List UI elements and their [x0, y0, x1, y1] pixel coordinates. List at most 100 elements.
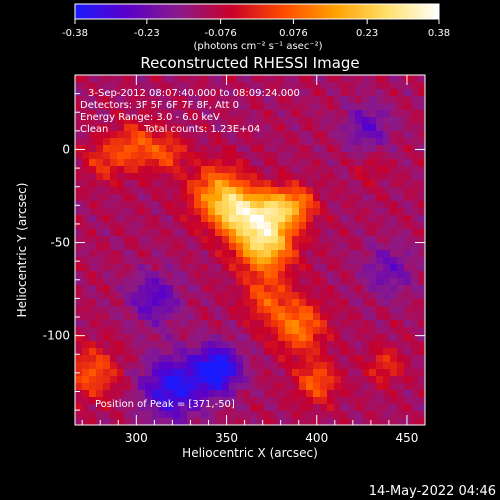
heatmap-cell [348, 355, 356, 363]
heatmap-cell [285, 418, 293, 426]
heatmap-cell [131, 75, 139, 83]
heatmap-cell [215, 173, 223, 181]
heatmap-cell [96, 82, 104, 90]
heatmap-cell [75, 201, 83, 209]
heatmap-cell [299, 103, 307, 111]
heatmap-cell [82, 243, 90, 251]
heatmap-cell [194, 236, 202, 244]
heatmap-cell [229, 390, 237, 398]
heatmap-cell [299, 397, 307, 405]
heatmap-cell [117, 145, 125, 153]
heatmap-cell [194, 117, 202, 125]
heatmap-cell [208, 299, 216, 307]
heatmap-cell [229, 124, 237, 132]
heatmap-cell [313, 187, 321, 195]
heatmap-cell [285, 362, 293, 370]
heatmap-cell [194, 313, 202, 321]
heatmap-cell [229, 215, 237, 223]
heatmap-cell [334, 264, 342, 272]
heatmap-cell [397, 369, 405, 377]
heatmap-cell [257, 82, 265, 90]
heatmap-cell [341, 418, 349, 426]
heatmap-cell [82, 187, 90, 195]
heatmap-cell [250, 208, 258, 216]
heatmap-cell [89, 299, 97, 307]
heatmap-cell [208, 271, 216, 279]
heatmap-cell [110, 152, 118, 160]
heatmap-cell [285, 194, 293, 202]
heatmap-cell [278, 187, 286, 195]
heatmap-cell [264, 306, 272, 314]
heatmap-cell [376, 103, 384, 111]
heatmap-cell [194, 341, 202, 349]
heatmap-cell [236, 418, 244, 426]
heatmap-cell [292, 215, 300, 223]
heatmap-cell [145, 320, 153, 328]
heatmap-cell [264, 124, 272, 132]
heatmap-cell [369, 75, 377, 83]
heatmap-cell [327, 313, 335, 321]
heatmap-cell [334, 306, 342, 314]
heatmap-cell [278, 250, 286, 258]
heatmap-cell [271, 313, 279, 321]
heatmap-cell [376, 397, 384, 405]
heatmap-cell [243, 397, 251, 405]
heatmap-cell [180, 229, 188, 237]
heatmap-cell [355, 264, 363, 272]
heatmap-cell [327, 257, 335, 265]
heatmap-cell [327, 145, 335, 153]
heatmap-cell [376, 166, 384, 174]
heatmap-cell [180, 96, 188, 104]
heatmap-cell [404, 166, 412, 174]
heatmap-cell [250, 173, 258, 181]
heatmap-cell [355, 124, 363, 132]
heatmap-cell [299, 355, 307, 363]
x-tick-label: 350 [215, 431, 238, 445]
heatmap-cell [173, 222, 181, 230]
heatmap-cell [131, 376, 139, 384]
heatmap-cell [313, 138, 321, 146]
heatmap-cell [152, 215, 160, 223]
heatmap-cell [243, 75, 251, 83]
heatmap-cell [320, 418, 328, 426]
heatmap-cell [271, 215, 279, 223]
heatmap-cell [82, 117, 90, 125]
heatmap-cell [173, 313, 181, 321]
heatmap-cell [229, 313, 237, 321]
heatmap-cell [418, 208, 426, 216]
heatmap-cell [201, 390, 209, 398]
heatmap-cell [306, 376, 314, 384]
heatmap-cell [96, 327, 104, 335]
heatmap-cell [243, 152, 251, 160]
heatmap-cell [96, 411, 104, 419]
heatmap-cell [229, 222, 237, 230]
heatmap-cell [299, 96, 307, 104]
heatmap-cell [131, 411, 139, 419]
heatmap-cell [152, 159, 160, 167]
heatmap-cell [243, 264, 251, 272]
heatmap-cell [369, 89, 377, 97]
heatmap-cell [334, 369, 342, 377]
heatmap-cell [250, 215, 258, 223]
heatmap-cell [397, 250, 405, 258]
heatmap-cell [180, 250, 188, 258]
heatmap-cell [313, 355, 321, 363]
heatmap-cell [138, 327, 146, 335]
heatmap-cell [145, 250, 153, 258]
heatmap-cell [82, 222, 90, 230]
heatmap-cell [138, 299, 146, 307]
heatmap-cell [404, 390, 412, 398]
heatmap-cell [334, 131, 342, 139]
heatmap-cell [320, 355, 328, 363]
heatmap-cell [180, 75, 188, 83]
heatmap-cell [404, 152, 412, 160]
heatmap-cell [320, 187, 328, 195]
plot-frame [74, 74, 426, 426]
heatmap-cell [411, 306, 419, 314]
heatmap-cell [257, 194, 265, 202]
heatmap-cell [306, 334, 314, 342]
heatmap-cell [138, 376, 146, 384]
heatmap-cell [243, 348, 251, 356]
heatmap-cell [418, 110, 426, 118]
heatmap-cell [96, 285, 104, 293]
